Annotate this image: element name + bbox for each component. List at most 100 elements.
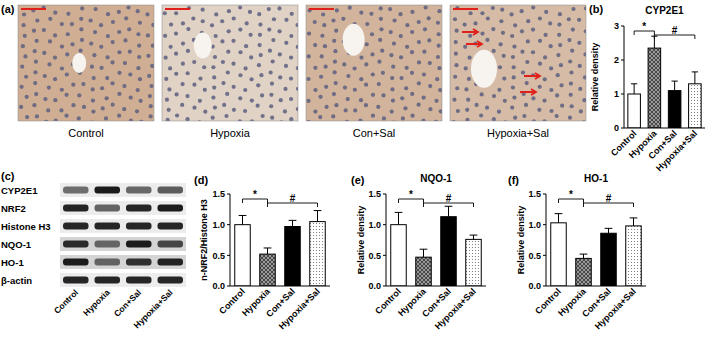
nucleus: [391, 65, 395, 69]
vessel: [72, 53, 86, 73]
nucleus: [525, 60, 529, 64]
blot-lane-label: Hypoxia: [81, 287, 112, 318]
nucleus: [105, 76, 109, 80]
nucleus: [272, 17, 276, 21]
nucleus: [468, 11, 472, 15]
nucleus: [53, 56, 57, 60]
nucleus: [491, 6, 495, 10]
nucleus: [66, 32, 70, 36]
tissue: [162, 5, 298, 121]
nucleus: [502, 54, 506, 58]
nucleus: [225, 92, 229, 96]
blot-band: [95, 223, 121, 230]
nucleus: [164, 56, 168, 60]
nucleus: [318, 95, 322, 99]
nucleus: [377, 60, 381, 64]
y-tick: [621, 26, 624, 27]
nucleus: [307, 54, 311, 58]
nucleus: [333, 49, 337, 53]
nucleus: [318, 115, 322, 119]
nucleus: [214, 34, 218, 38]
y-tick-label: 2: [614, 55, 619, 65]
bar: [285, 227, 301, 286]
nucleus: [135, 109, 139, 113]
nucleus: [464, 87, 468, 91]
nucleus: [181, 41, 185, 45]
nucleus: [94, 7, 98, 11]
nucleus: [122, 84, 126, 88]
x-axis: [624, 128, 705, 129]
nucleus: [20, 65, 24, 69]
bar: [648, 48, 661, 128]
nucleus: [570, 49, 574, 53]
nucleus: [191, 16, 195, 20]
nucleus: [491, 27, 495, 31]
nucleus: [467, 56, 471, 60]
y-tick: [621, 60, 624, 61]
nucleus: [333, 70, 337, 74]
nucleus: [256, 104, 260, 108]
nucleus: [100, 86, 104, 90]
nucleus: [60, 22, 64, 26]
x-tick-label: Hypoxia+Sal: [277, 286, 322, 331]
nucleus: [392, 42, 396, 46]
nucleus: [403, 106, 407, 110]
nucleus: [464, 66, 468, 70]
significance-label: *: [253, 189, 257, 200]
nucleus: [198, 76, 202, 80]
nucleus: [82, 105, 86, 109]
nucleus: [34, 92, 38, 96]
nucleus: [117, 114, 121, 118]
nucleus: [181, 21, 185, 25]
nucleus: [151, 44, 154, 48]
nucleus: [21, 44, 25, 48]
nucleus: [111, 40, 115, 44]
nucleus: [289, 97, 293, 101]
image-caption: Con+Sal: [353, 127, 396, 139]
nucleus: [543, 77, 547, 81]
nucleus: [492, 117, 496, 121]
nucleus: [174, 11, 178, 15]
arrow: [466, 41, 482, 47]
nucleus: [307, 31, 311, 35]
nucleus: [238, 96, 242, 100]
nucleus: [136, 32, 140, 36]
blot-band: [95, 241, 121, 248]
bar: [466, 239, 482, 286]
nucleus: [258, 22, 262, 26]
error-bar: [445, 206, 453, 216]
nucleus: [22, 23, 26, 27]
blot-lane-label: Control: [52, 287, 80, 315]
nucleus: [509, 12, 513, 16]
nucleus: [136, 9, 140, 13]
nucleus: [405, 66, 409, 70]
nucleus: [151, 23, 154, 27]
nucleus: [138, 21, 142, 25]
y-tick-label: 0.5: [528, 251, 541, 261]
nucleus: [359, 98, 363, 102]
nucleus: [192, 60, 196, 64]
y-axis-label: Relative density: [516, 206, 526, 275]
nucleus: [400, 96, 404, 100]
y-tick-label: 0.0: [528, 281, 541, 291]
nucleus: [427, 38, 431, 42]
nucleus: [66, 12, 70, 16]
nucleus: [248, 10, 252, 14]
nucleus: [175, 113, 179, 117]
nucleus: [93, 30, 97, 34]
nucleus: [148, 94, 152, 98]
nucleus: [296, 107, 298, 111]
significance-label: *: [569, 189, 573, 200]
nucleus: [289, 34, 293, 38]
bar: [668, 91, 681, 128]
nucleus: [168, 66, 172, 70]
nucleus: [181, 62, 185, 66]
nucleus: [99, 45, 103, 49]
nucleus: [164, 77, 168, 81]
nucleus: [439, 109, 442, 113]
nucleus: [270, 82, 274, 86]
nucleus: [54, 119, 58, 121]
nucleus: [284, 41, 288, 45]
nucleus: [250, 77, 254, 81]
y-tick-label: 1.0: [212, 220, 225, 230]
